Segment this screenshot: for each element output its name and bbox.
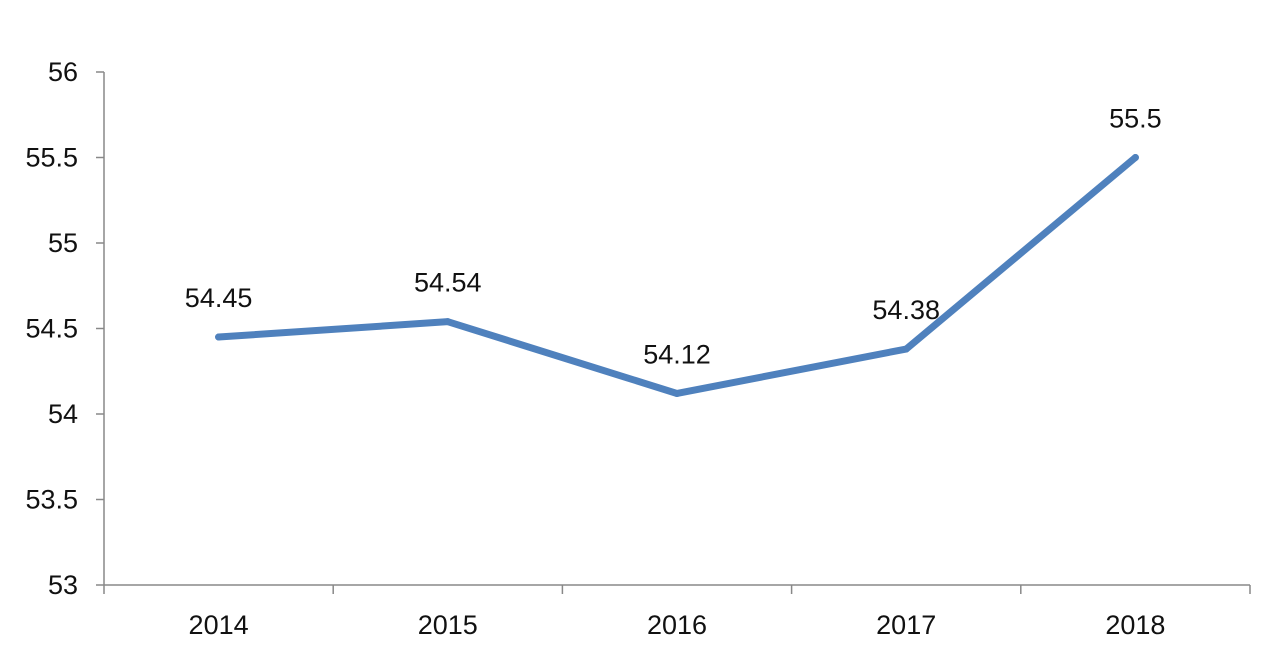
data-label: 54.12 bbox=[643, 339, 711, 369]
y-tick-label: 54 bbox=[48, 399, 78, 429]
data-point bbox=[1131, 154, 1139, 161]
data-point bbox=[902, 345, 910, 353]
y-tick-label: 53 bbox=[48, 570, 78, 600]
y-tick-label: 53.5 bbox=[25, 485, 78, 515]
data-label: 54.54 bbox=[414, 268, 482, 298]
data-point bbox=[444, 318, 452, 326]
data-labels: 54.45 54.54 54.12 54.38 55.5 bbox=[185, 104, 1162, 370]
y-tick-label: 55 bbox=[48, 228, 78, 258]
series-layer bbox=[215, 154, 1139, 397]
x-tick-label: 2015 bbox=[418, 610, 478, 640]
y-tick-label: 55.5 bbox=[25, 143, 78, 173]
x-tick-label: 2017 bbox=[876, 610, 936, 640]
x-tick-label: 2018 bbox=[1105, 610, 1165, 640]
data-label: 55.5 bbox=[1109, 104, 1162, 134]
data-point bbox=[215, 333, 223, 341]
x-tick-label: 2014 bbox=[189, 610, 249, 640]
y-tick-label: 54.5 bbox=[25, 314, 78, 344]
x-tick-label: 2016 bbox=[647, 610, 707, 640]
data-label: 54.38 bbox=[872, 295, 940, 325]
y-tick-label: 56 bbox=[48, 57, 78, 87]
data-label: 54.45 bbox=[185, 283, 253, 313]
axes: 53 53.5 54 54.5 55 55.5 56 2014 2015 2016 2017 2018 bbox=[25, 57, 1251, 640]
data-point bbox=[673, 389, 681, 397]
